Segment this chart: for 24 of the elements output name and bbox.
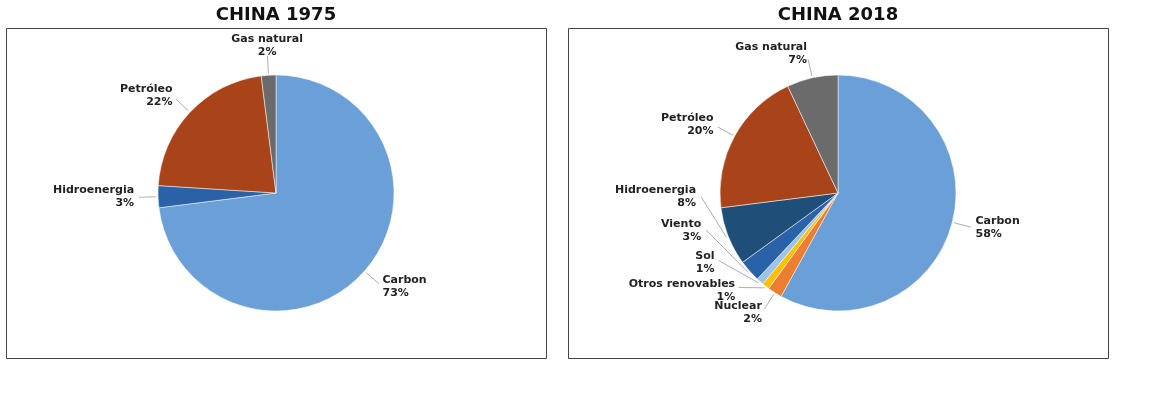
slice-label: Gas natural	[231, 31, 303, 45]
data-label: 2%	[257, 44, 277, 58]
slice-label: Carbon	[382, 272, 427, 286]
data-label: 58%	[975, 227, 1002, 241]
slice-label: Viento	[661, 217, 702, 231]
slice-label: Hidroenergia	[52, 183, 135, 197]
slice-label: Gas natural	[735, 40, 808, 54]
slice-label: Hidroenergia	[614, 182, 697, 196]
chart-title: CHINA 2018	[777, 3, 899, 24]
data-label: 22%	[146, 94, 173, 108]
data-label: 8%	[677, 195, 697, 209]
slice-label: Carbon	[975, 214, 1020, 228]
chart-title: CHINA 1975	[215, 3, 337, 24]
data-label: 20%	[687, 123, 714, 137]
data-label: 73%	[382, 285, 409, 299]
data-label: 3%	[115, 196, 135, 210]
slice-label: Petróleo	[119, 81, 173, 95]
slice-label: Sol	[695, 249, 715, 263]
data-label: 1%	[695, 262, 715, 276]
slice-label: Otros renovables	[628, 276, 736, 290]
data-label: 2%	[743, 311, 762, 325]
slice-label: Petróleo	[661, 110, 714, 124]
data-label: 7%	[788, 53, 808, 67]
data-label: 3%	[682, 230, 702, 244]
